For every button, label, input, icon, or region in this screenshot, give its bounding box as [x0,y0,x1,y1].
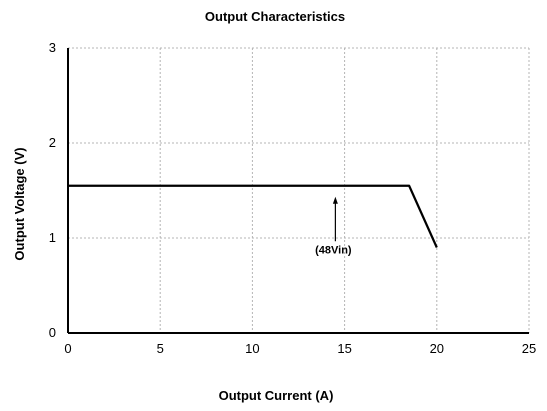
annotation-label: (48Vin) [315,244,352,256]
annotations: (48Vin) [315,196,352,256]
series-line [68,184,438,248]
x-tick-label: 20 [430,341,444,356]
y-tick-label: 0 [49,325,56,340]
y-axis-label: Output Voltage (V) [12,147,27,260]
x-tick-label: 15 [337,341,351,356]
y-tick-label: 2 [49,135,56,150]
y-tick-label: 3 [49,40,56,55]
chart-title: Output Characteristics [205,9,345,24]
x-tick-label: 10 [245,341,259,356]
axes [67,48,529,334]
x-tick-label: 5 [157,341,164,356]
y-tick-label: 1 [49,230,56,245]
x-tick-label: 0 [64,341,71,356]
tick-labels: 0 5 10 15 20 25 0 1 2 3 [49,40,536,356]
series [68,184,438,248]
x-axis-label: Output Current (A) [219,388,334,403]
annotation-arrowhead [332,196,338,204]
x-tick-label: 25 [522,341,536,356]
grid [68,47,530,333]
